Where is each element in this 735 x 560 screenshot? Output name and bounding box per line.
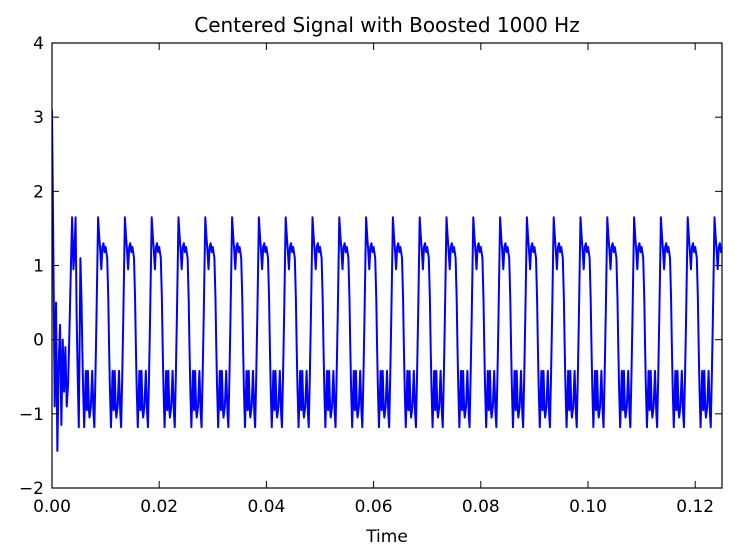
- x-tick-label: 0.06: [355, 497, 393, 517]
- x-tick-label: 0.12: [676, 497, 714, 517]
- signal-line: [52, 109, 722, 452]
- x-tick-label: 0.00: [33, 497, 71, 517]
- plot-area: 0.00 0.02 0.04 0.06 0.08 0.10 0.12 −2 −1 0 1 2 3 4: [19, 34, 723, 517]
- y-tick-label: 3: [33, 108, 44, 128]
- x-tick-label: 0.08: [462, 497, 500, 517]
- x-tick-label: 0.02: [140, 497, 178, 517]
- chart-title: Centered Signal with Boosted 1000 Hz: [194, 13, 579, 37]
- x-axis-label: Time: [365, 527, 408, 547]
- y-tick-label: 2: [33, 182, 44, 202]
- y-tick-label: 0: [33, 331, 44, 351]
- y-tick-label: −2: [19, 479, 44, 499]
- y-tick-label: 4: [33, 34, 44, 54]
- x-tick-label: 0.10: [569, 497, 607, 517]
- y-tick-label: 1: [33, 257, 44, 277]
- x-tick-label: 0.04: [247, 497, 285, 517]
- plot-frame: [51, 42, 723, 489]
- y-tick-label: −1: [19, 405, 44, 425]
